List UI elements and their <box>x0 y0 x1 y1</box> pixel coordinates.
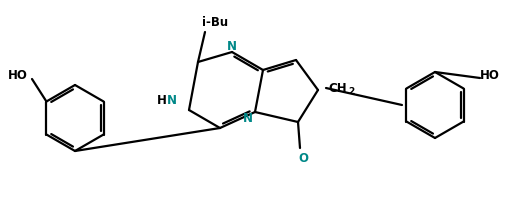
Text: HO: HO <box>8 69 28 82</box>
Text: 2: 2 <box>348 86 354 96</box>
Text: H: H <box>157 94 167 107</box>
Text: O: O <box>298 151 308 164</box>
Text: CH: CH <box>328 82 346 95</box>
Text: i-Bu: i-Bu <box>202 16 228 29</box>
Text: HO: HO <box>480 69 500 82</box>
Text: N: N <box>243 112 253 125</box>
Text: N: N <box>167 94 177 107</box>
Text: N: N <box>227 40 237 52</box>
